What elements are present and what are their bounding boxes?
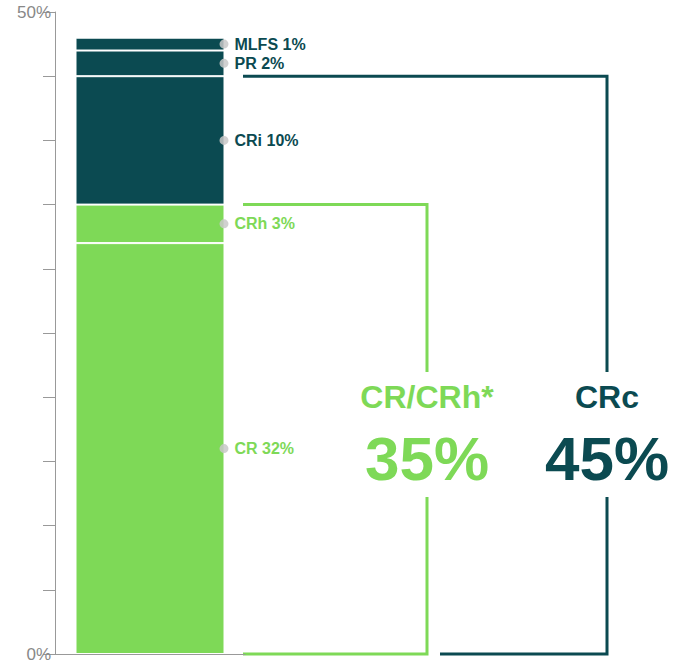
svg-text:0%: 0% — [26, 645, 51, 664]
svg-text:PR 2%: PR 2% — [235, 55, 285, 72]
svg-text:CR/CRh*: CR/CRh* — [360, 379, 494, 415]
svg-text:35%: 35% — [365, 424, 489, 493]
svg-text:CRi 10%: CRi 10% — [235, 132, 299, 149]
svg-text:MLFS 1%: MLFS 1% — [235, 36, 306, 53]
svg-text:CRh 3%: CRh 3% — [235, 215, 295, 232]
svg-text:50%: 50% — [17, 3, 51, 22]
svg-text:CRc: CRc — [575, 379, 639, 415]
svg-text:45%: 45% — [545, 424, 669, 493]
svg-text:CR 32%: CR 32% — [235, 440, 295, 457]
